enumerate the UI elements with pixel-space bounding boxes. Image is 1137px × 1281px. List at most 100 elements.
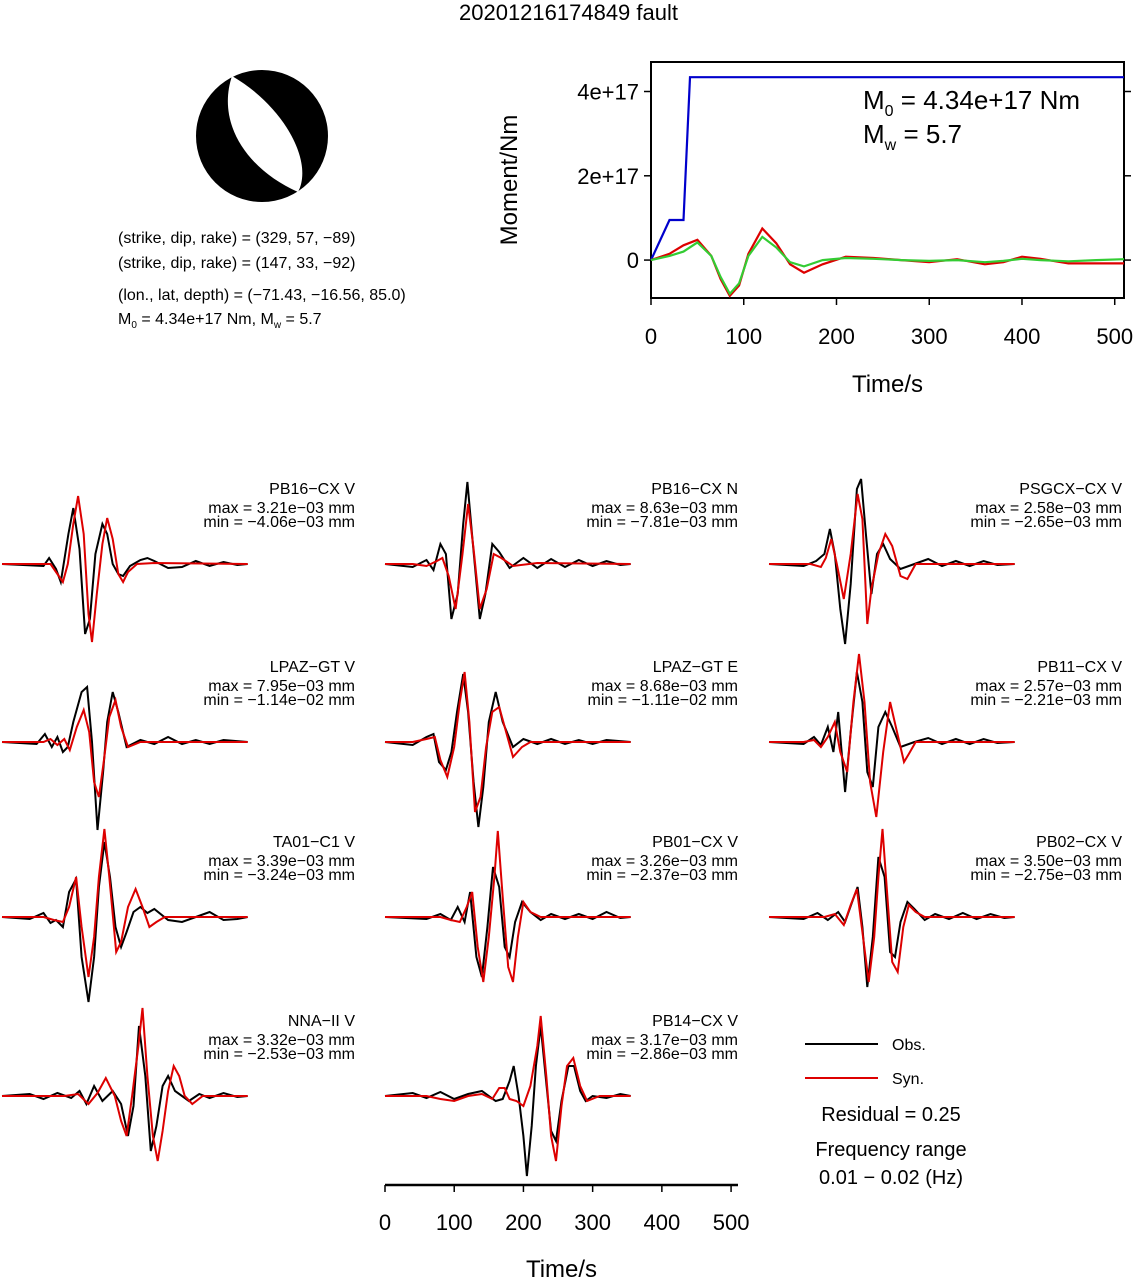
moment-y-tick-label: 0 [627, 248, 639, 273]
station-min: min = −2.86e−03 mm [586, 1046, 738, 1063]
wave-x-tick-label: 300 [574, 1210, 611, 1235]
station-min: min = −2.37e−03 mm [586, 867, 738, 884]
station-name: PSGCX−CX V [1019, 481, 1122, 498]
plane2-text: (strike, dip, rake) = (147, 33, −92) [118, 255, 356, 272]
station-name: LPAZ−GT E [653, 659, 738, 676]
synthetic-trace [2, 1007, 248, 1162]
synthetic-trace [769, 493, 1015, 625]
wave-x-tick-label: 200 [505, 1210, 542, 1235]
station-min: min = −2.75e−03 mm [970, 867, 1122, 884]
synthetic-trace [385, 1015, 631, 1162]
synthetic-trace [769, 828, 1015, 983]
moment-series-moment_rate_red [650, 226, 1124, 298]
station-min: min = −2.53e−03 mm [203, 1046, 355, 1063]
station-min: min = −3.24e−03 mm [203, 867, 355, 884]
moment-annotation-m0: M0 = 4.34e+17 Nm [863, 85, 1080, 120]
synthetic-trace [385, 671, 631, 813]
mw-rest: = 5.7 [281, 311, 322, 328]
station-min: min = −2.65e−03 mm [970, 514, 1122, 531]
station-name: PB16−CX V [269, 481, 355, 498]
beachball-dilatation [227, 76, 303, 192]
plane1-text: (strike, dip, rake) = (329, 57, −89) [118, 230, 356, 247]
station-name: PB02−CX V [1036, 834, 1122, 851]
moment-annotation-mw: Mw = 5.7 [863, 119, 962, 154]
moment-annotation-m0-base: M [863, 85, 885, 115]
m0-subscript: 0 [131, 320, 137, 332]
moment-plot-frame [650, 61, 1125, 299]
station-name: TA01−C1 V [273, 834, 355, 851]
station-min: min = −4.06e−03 mm [203, 514, 355, 531]
moment-annotation-mw-rest: = 5.7 [896, 119, 962, 149]
observed-trace [768, 856, 1015, 988]
moment-x-axis-label: Time/s [852, 371, 923, 398]
moment-y-tick-label: 2e+17 [577, 164, 639, 189]
moment-x-tick-label: 400 [1004, 324, 1041, 349]
moment-y-axis-label: Moment/Nm [496, 115, 523, 246]
station-max: max = 8.68e−03 mm [591, 678, 738, 695]
observed-trace [384, 1025, 631, 1177]
moment-series-moment_rate_green [650, 235, 1125, 296]
residual-text: Residual = 0.25 [821, 1104, 961, 1126]
frequency-label: Frequency range [815, 1139, 966, 1161]
moment-x-tick-label: 100 [725, 324, 762, 349]
m0-symbol: M [118, 311, 132, 328]
wave-x-tick-label: 100 [436, 1210, 473, 1235]
beachball [196, 70, 328, 202]
legend-observed-label: Obs. [892, 1037, 926, 1054]
legend-synthetic-label: Syn. [892, 1071, 924, 1088]
station-max: max = 3.39e−03 mm [208, 853, 355, 870]
observed-trace [384, 673, 631, 828]
synthetic-trace [385, 503, 631, 610]
observed-trace [384, 866, 631, 978]
station-min: min = −2.21e−03 mm [970, 692, 1122, 709]
station-max: max = 7.95e−03 mm [208, 678, 355, 695]
station-min: min = −1.11e−02 mm [588, 692, 738, 709]
synthetic-trace [769, 653, 1015, 818]
station-max: max = 3.26e−03 mm [591, 853, 738, 870]
moment-y-tick-label: 4e+17 [577, 80, 639, 105]
station-max: max = 2.58e−03 mm [975, 500, 1122, 517]
moment-x-tick-label: 300 [911, 324, 948, 349]
observed-trace [1, 1025, 248, 1152]
station-max: max = 8.63e−03 mm [591, 500, 738, 517]
wave-x-axis-label: Time/s [526, 1256, 597, 1281]
synthetic-trace [385, 830, 631, 983]
moment-text: M0 = 4.34e+17 Nm, Mw = 5.7 [118, 311, 322, 331]
observed-trace [1, 841, 248, 1003]
frequency-value: 0.01 − 0.02 (Hz) [819, 1167, 963, 1189]
moment-annotation-mw-sub: w [884, 137, 897, 154]
wave-x-tick-label: 500 [713, 1210, 750, 1235]
moment-annotation-m0-rest: = 4.34e+17 Nm [894, 85, 1080, 115]
station-name: PB14−CX V [652, 1013, 738, 1030]
station-name: NNA−II V [288, 1013, 355, 1030]
station-name: PB16−CX N [651, 481, 738, 498]
page-title: 20201216174849 fault [459, 0, 678, 25]
synthetic-trace [2, 495, 248, 643]
station-name: LPAZ−GT V [270, 659, 356, 676]
station-max: max = 3.32e−03 mm [208, 1032, 355, 1049]
station-max: max = 3.17e−03 mm [591, 1032, 738, 1049]
station-name: PB01−CX V [652, 834, 738, 851]
moment-series-moment_cumulative [650, 76, 1124, 261]
synthetic-trace [2, 696, 248, 798]
moment-x-tick-label: 200 [818, 324, 855, 349]
location-text: (lon., lat, depth) = (−71.43, −16.56, 85… [118, 287, 406, 304]
m0-rest: = 4.34e+17 Nm, M [136, 311, 274, 328]
moment-x-tick-label: 500 [1096, 324, 1133, 349]
wave-x-tick-label: 400 [644, 1210, 681, 1235]
station-min: min = −1.14e−02 mm [203, 692, 355, 709]
moment-x-tick-label: 0 [645, 324, 657, 349]
mw-subscript: w [273, 320, 282, 332]
